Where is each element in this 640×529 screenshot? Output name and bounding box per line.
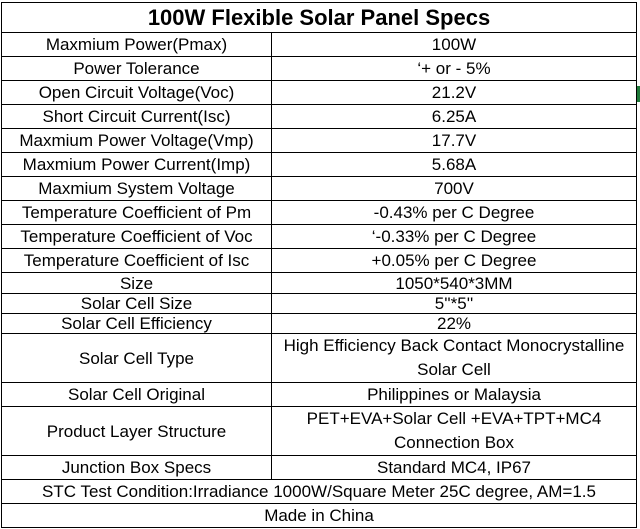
table-row: Size 1050*540*3MM (1, 272, 637, 294)
spec-value: ‘-0.33% per C Degree (271, 224, 637, 249)
spec-label: Short Circuit Current(Isc) (1, 104, 272, 129)
table-row: Short Circuit Current(Isc) 6.25A (1, 104, 637, 129)
spec-value: PET+EVA+Solar Cell +EVA+TPT+MC4 Connecti… (271, 406, 637, 456)
spec-label: Temperature Coefficient of Isc (1, 248, 272, 273)
footer-row: Made in China (1, 503, 637, 528)
spec-value: 17.7V (271, 128, 637, 153)
spec-label: Product Layer Structure (1, 406, 272, 456)
table-row: Product Layer Structure PET+EVA+Solar Ce… (1, 406, 637, 456)
spec-label: Solar Cell Original (1, 382, 272, 407)
table-row: Solar Cell Size 5''*5'' (1, 293, 637, 314)
spec-label: Maxmium System Voltage (1, 176, 272, 201)
spec-value: 5.68A (271, 152, 637, 177)
spec-label: Temperature Coefficient of Voc (1, 224, 272, 249)
table-row: Temperature Coefficient of Voc ‘-0.33% p… (1, 224, 637, 249)
spec-value: Philippines or Malaysia (271, 382, 637, 407)
spec-value: -0.43% per C Degree (271, 200, 637, 225)
spec-value: High Efficiency Back Contact Monocrystal… (271, 333, 637, 383)
stc-condition: STC Test Condition:Irradiance 1000W/Squa… (1, 479, 637, 504)
table-row: Maxmium Power Current(Imp) 5.68A (1, 152, 637, 177)
spec-value: 1050*540*3MM (271, 272, 637, 294)
spec-label: Maxmium Power Current(Imp) (1, 152, 272, 177)
spec-label: Size (1, 272, 272, 294)
spec-label: Solar Cell Efficiency (1, 313, 272, 334)
spec-label: Power Tolerance (1, 56, 272, 81)
spec-value: +0.05% per C Degree (271, 248, 637, 273)
table-row: Temperature Coefficient of Isc +0.05% pe… (1, 248, 637, 273)
selection-edge-marker (637, 86, 640, 102)
table-title: 100W Flexible Solar Panel Specs (1, 2, 637, 33)
spec-value: 5''*5'' (271, 293, 637, 314)
spec-value: 700V (271, 176, 637, 201)
table-row: Maxmium Power(Pmax) 100W (1, 32, 637, 57)
spec-value: ‘+ or - 5% (271, 56, 637, 81)
table-row: Power Tolerance ‘+ or - 5% (1, 56, 637, 81)
table-row: Solar Cell Type High Efficiency Back Con… (1, 333, 637, 383)
spec-label: Junction Box Specs (1, 455, 272, 480)
spec-value: 22% (271, 313, 637, 334)
spec-label: Solar Cell Size (1, 293, 272, 314)
spec-label: Maxmium Power Voltage(Vmp) (1, 128, 272, 153)
table-row: Solar Cell Efficiency 22% (1, 313, 637, 334)
table-row: Open Circuit Voltage(Voc) 21.2V (1, 80, 637, 105)
table-row: Maxmium Power Voltage(Vmp) 17.7V (1, 128, 637, 153)
spec-value: 21.2V (271, 80, 637, 105)
table-row: Solar Cell Original Philippines or Malay… (1, 382, 637, 407)
stc-row: STC Test Condition:Irradiance 1000W/Squa… (1, 479, 637, 504)
footer-note: Made in China (1, 503, 637, 528)
spec-label: Open Circuit Voltage(Voc) (1, 80, 272, 105)
spec-value: 100W (271, 32, 637, 57)
spec-value: Standard MC4, IP67 (271, 455, 637, 480)
table-row: Junction Box Specs Standard MC4, IP67 (1, 455, 637, 480)
spec-label: Maxmium Power(Pmax) (1, 32, 272, 57)
table-row: Temperature Coefficient of Pm -0.43% per… (1, 200, 637, 225)
title-row: 100W Flexible Solar Panel Specs (1, 2, 637, 33)
table-row: Maxmium System Voltage 700V (1, 176, 637, 201)
spec-value: 6.25A (271, 104, 637, 129)
spec-label: Temperature Coefficient of Pm (1, 200, 272, 225)
spec-label: Solar Cell Type (1, 333, 272, 383)
